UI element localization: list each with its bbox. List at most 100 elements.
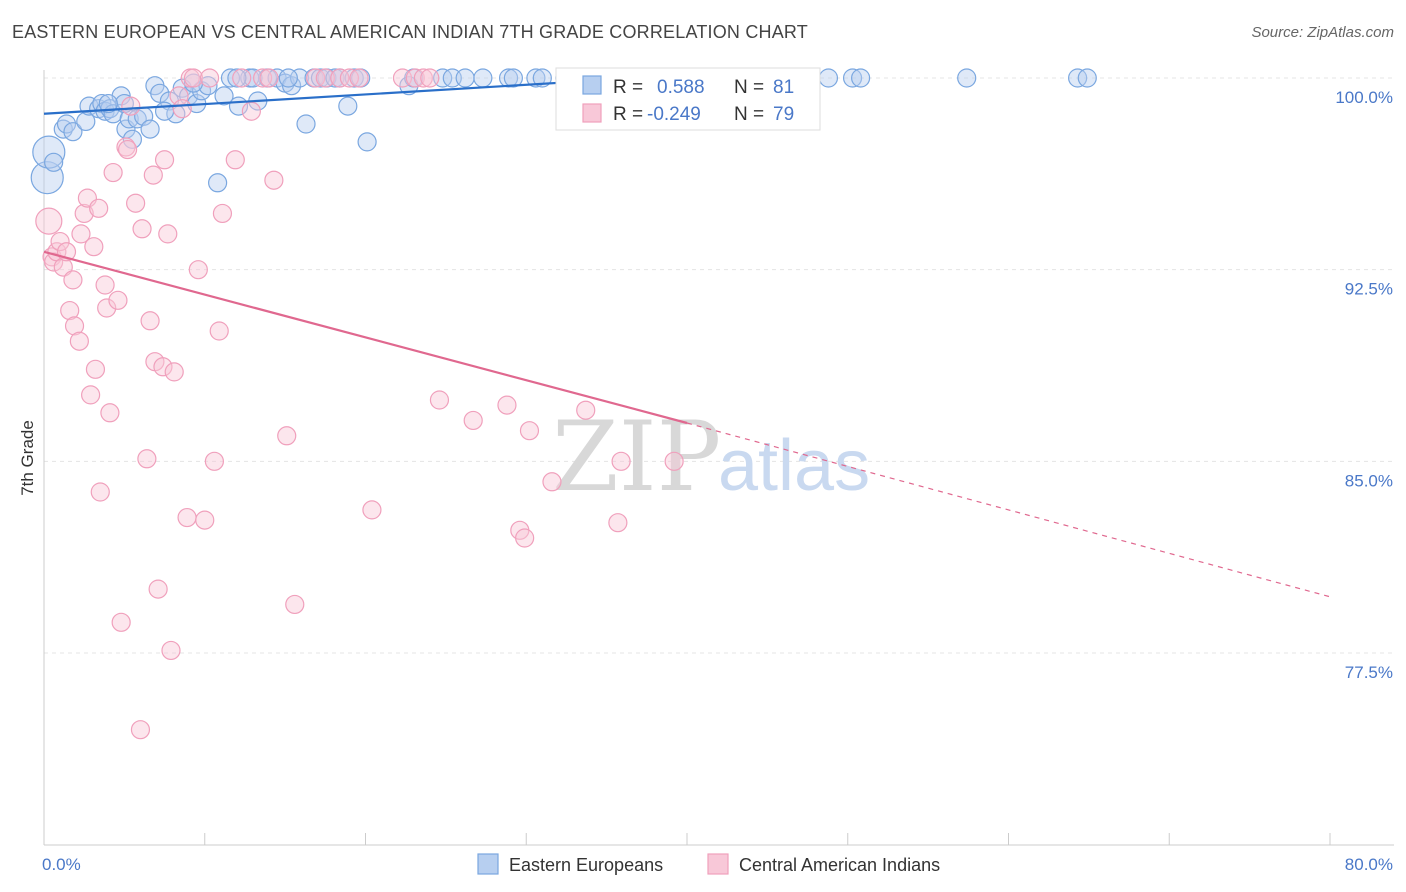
- point-1-77: [576, 400, 596, 420]
- point-1-19: [95, 275, 115, 295]
- point-0-38: [281, 76, 302, 96]
- point-1-2: [44, 252, 64, 272]
- point-0-57: [503, 68, 523, 88]
- point-0-79: [98, 93, 118, 114]
- point-1-75: [542, 472, 562, 492]
- stats-swatch-pink: [582, 103, 602, 123]
- y-tick-label-1: 92.5%: [1345, 280, 1393, 299]
- point-1-0: [35, 207, 63, 235]
- point-1-28: [126, 193, 146, 213]
- y-tick-labels: 100.0% 92.5% 85.0% 77.5%: [1335, 88, 1393, 682]
- point-1-11: [71, 224, 91, 244]
- point-1-17: [89, 198, 109, 218]
- point-1-14: [81, 385, 101, 405]
- legend-swatch-central-american-indians: [707, 853, 729, 875]
- point-1-59: [306, 68, 326, 88]
- point-0-78: [154, 101, 175, 121]
- point-1-21: [100, 403, 120, 423]
- point-0-71: [957, 68, 977, 88]
- point-0-55: [473, 68, 493, 88]
- point-1-22: [103, 162, 123, 183]
- x-ticks: [43, 833, 1331, 845]
- point-1-42: [177, 507, 197, 528]
- x-tick-label-1: 80.0%: [1345, 855, 1393, 874]
- point-0-2: [44, 152, 64, 172]
- legend: Eastern Europeans Central American India…: [477, 853, 940, 875]
- point-0-68: [818, 68, 839, 88]
- point-0-58: [526, 68, 546, 88]
- watermark: ZIP atlas: [552, 401, 870, 513]
- point-1-70: [463, 410, 483, 431]
- point-1-5: [53, 257, 73, 277]
- point-0-49: [357, 132, 377, 152]
- watermark-atlas: atlas: [718, 426, 870, 506]
- point-1-66: [405, 68, 425, 88]
- point-1-20: [97, 298, 117, 318]
- point-0-21: [150, 83, 170, 103]
- point-1-73: [515, 528, 535, 548]
- point-1-8: [63, 270, 83, 290]
- point-1-49: [209, 321, 229, 341]
- gridlines: [44, 77, 1394, 654]
- point-1-39: [164, 362, 184, 382]
- point-0-19: [140, 119, 160, 139]
- point-1-10: [69, 331, 89, 351]
- point-0-39: [289, 68, 310, 88]
- point-1-27: [121, 96, 141, 116]
- point-1-67: [413, 68, 433, 88]
- point-1-54: [253, 68, 273, 88]
- stats-r-value-1: 0.588: [657, 77, 705, 98]
- point-0-0: [30, 161, 64, 195]
- x-tick-label-0: 0.0%: [42, 855, 81, 874]
- point-1-32: [143, 165, 163, 185]
- point-1-78: [608, 513, 628, 533]
- point-0-69: [842, 68, 863, 88]
- point-0-44: [325, 68, 345, 88]
- point-1-61: [330, 68, 350, 88]
- stats-r-label-1: R =: [613, 77, 648, 98]
- point-1-37: [158, 224, 178, 244]
- point-0-74: [278, 68, 298, 88]
- point-1-80: [664, 451, 684, 471]
- point-0-75: [243, 68, 263, 88]
- point-1-16: [85, 359, 106, 379]
- stats-r-value-2: -0.249: [647, 104, 701, 125]
- point-0-6: [76, 111, 96, 132]
- legend-swatch-eastern-europeans: [477, 853, 499, 875]
- point-0-76: [227, 68, 247, 88]
- point-1-30: [137, 449, 157, 469]
- trend-line-0: [43, 76, 639, 115]
- point-0-16: [122, 129, 143, 149]
- y-axis-label: 7th Grade: [18, 420, 37, 496]
- point-1-4: [50, 231, 70, 252]
- point-1-35: [153, 357, 173, 377]
- point-1-63: [349, 68, 369, 88]
- point-1-46: [195, 510, 215, 530]
- point-1-12: [74, 203, 94, 224]
- legend-label-central-american-indians: Central American Indians: [739, 855, 940, 875]
- legend-label-eastern-europeans: Eastern Europeans: [509, 855, 663, 875]
- point-1-7: [60, 300, 80, 321]
- point-1-44: [183, 68, 204, 88]
- point-1-74: [519, 421, 540, 441]
- point-0-54: [455, 68, 475, 88]
- point-1-52: [232, 68, 252, 88]
- point-1-68: [420, 68, 440, 88]
- point-1-69: [429, 390, 450, 410]
- point-0-31: [220, 68, 241, 88]
- watermark-zip: ZIP: [552, 401, 721, 513]
- point-1-9: [64, 316, 85, 336]
- point-1-48: [204, 451, 224, 471]
- point-1-34: [148, 579, 168, 599]
- chart-title: EASTERN EUROPEAN VS CENTRAL AMERICAN IND…: [12, 22, 808, 42]
- stats-n-value-2: 79: [773, 104, 794, 125]
- point-1-23: [108, 290, 128, 310]
- point-1-79: [611, 451, 631, 471]
- stats-n-label-1: N =: [734, 77, 769, 98]
- point-0-73: [1077, 68, 1097, 88]
- point-0-46: [338, 96, 358, 116]
- stats-swatch-blue: [582, 75, 602, 95]
- point-0-56: [498, 68, 519, 88]
- point-0-70: [851, 68, 871, 88]
- point-1-71: [497, 395, 517, 415]
